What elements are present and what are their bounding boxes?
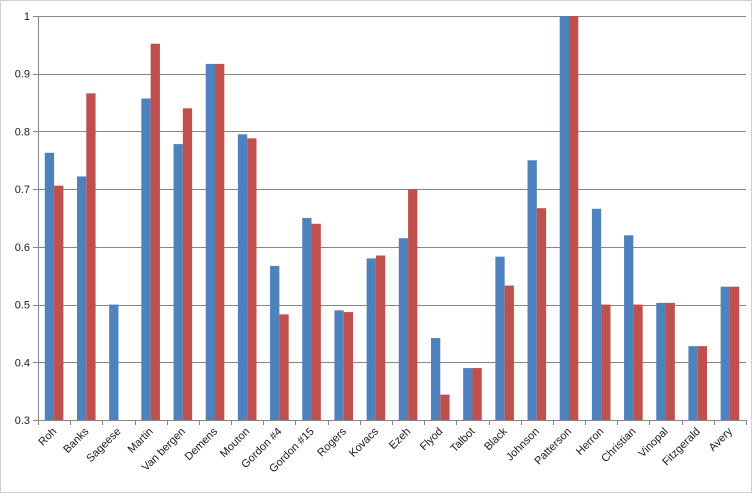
bar — [697, 346, 708, 420]
bar — [311, 223, 321, 420]
bar — [527, 160, 537, 421]
x-tick-label: Talbot — [448, 426, 477, 455]
bar — [656, 302, 666, 420]
y-tick-label: 0.7 — [15, 184, 30, 196]
bar — [463, 368, 473, 420]
bar — [247, 138, 257, 420]
bar — [302, 218, 312, 420]
bar-series — [44, 16, 740, 421]
bar — [729, 286, 740, 420]
bar — [536, 208, 547, 420]
x-tick-label: Black — [482, 425, 510, 453]
bar — [44, 152, 55, 421]
bar — [633, 304, 643, 420]
bar — [408, 189, 418, 420]
y-tick-label: 0.3 — [15, 415, 30, 427]
bar — [559, 16, 569, 420]
bar — [375, 255, 386, 420]
y-tick-labels: 0.3 0.4 0.5 0.6 0.7 0.8 0.9 1 — [15, 11, 30, 427]
bar — [440, 394, 450, 420]
bar — [334, 310, 344, 420]
bar — [601, 304, 611, 420]
bar — [665, 302, 675, 420]
bar — [430, 338, 441, 420]
bar — [720, 286, 730, 420]
y-tick-label: 1 — [24, 11, 30, 23]
x-tick-label: Kovacs — [347, 425, 381, 459]
y-tick-label: 0.5 — [15, 300, 30, 312]
bar — [279, 314, 289, 420]
bar — [150, 43, 160, 421]
x-tick-label: Flyod — [418, 426, 446, 454]
y-tick-label: 0.6 — [15, 242, 30, 254]
y-tick-label: 0.8 — [15, 126, 30, 138]
bar — [205, 63, 215, 420]
y-tick-label: 0.4 — [15, 357, 30, 369]
bar — [366, 258, 376, 420]
bar — [182, 108, 193, 420]
bar — [54, 185, 64, 420]
x-tick-label: Roh — [36, 426, 59, 449]
axes — [33, 16, 747, 425]
x-tick-label: Rogers — [315, 425, 349, 459]
bar — [215, 63, 225, 420]
x-tick-label: Demens — [183, 425, 221, 463]
bar — [398, 238, 409, 420]
bar — [109, 304, 119, 420]
bar — [237, 134, 248, 421]
bar — [270, 265, 280, 420]
bar — [591, 208, 602, 420]
x-tick-label: Avery — [707, 425, 736, 454]
bar — [688, 346, 698, 420]
bar — [569, 16, 579, 420]
x-tick-label: Banks — [61, 425, 91, 455]
x-tick-label: Martin — [126, 426, 156, 456]
x-tick-label: Christian — [599, 426, 638, 465]
bar — [76, 176, 87, 420]
bar — [472, 368, 482, 420]
bar — [173, 144, 183, 420]
bar — [343, 312, 354, 420]
bar — [86, 93, 96, 420]
bar — [495, 256, 505, 420]
x-tick-label: Sageese — [84, 426, 123, 465]
y-tick-label: 0.9 — [15, 69, 30, 81]
bar — [141, 98, 151, 420]
bar — [624, 235, 634, 420]
bar — [504, 285, 514, 420]
x-tick-label: Ezeh — [387, 426, 413, 452]
